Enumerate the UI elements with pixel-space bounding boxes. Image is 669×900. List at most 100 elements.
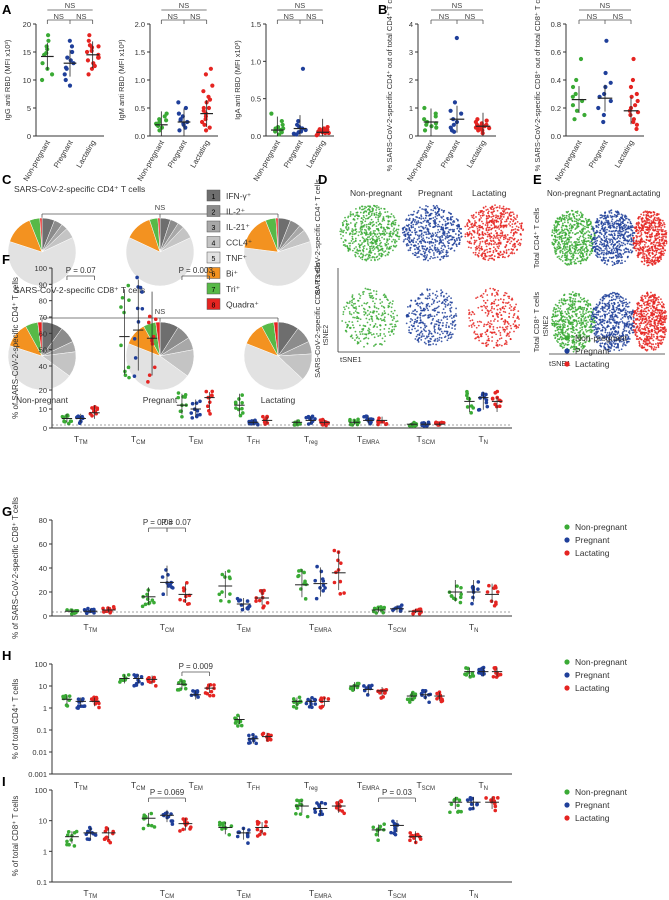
d-tsne-point [375, 293, 378, 296]
d-tsne-point [431, 244, 434, 247]
e-tsne-point [614, 251, 617, 254]
d-tsne-point [423, 309, 426, 312]
e-tsne-point [584, 232, 587, 235]
d-tsne-point [388, 232, 391, 235]
d-tsne-point [489, 287, 492, 290]
e-tsne-point [655, 253, 658, 256]
d-tsne-point [496, 320, 499, 322]
d-tsne-point [430, 321, 433, 324]
e-tsne-point [635, 239, 638, 242]
d-tsne-point [451, 238, 453, 241]
d-tsne-point [450, 322, 452, 325]
d-tsne-point [486, 242, 489, 245]
d-tsne-point [432, 226, 434, 229]
d-tsne-point [419, 331, 422, 334]
d-tsne-point [386, 239, 389, 242]
d-tsne-point [485, 245, 488, 248]
e-tsne-point [560, 220, 563, 223]
d-tsne-point [450, 247, 453, 250]
d-tsne-point [518, 222, 521, 225]
d-tsne-point [411, 220, 414, 223]
d-tsne-point [475, 221, 478, 224]
e-tsne-point [576, 309, 578, 311]
a2-point [164, 111, 169, 116]
d-tsne-point [362, 307, 365, 310]
d-tsne-point [377, 206, 380, 209]
d-tsne-point [432, 302, 435, 304]
d-tsne-point [473, 231, 476, 234]
e-tsne-point [613, 213, 616, 216]
d-tsne-point [520, 227, 523, 229]
d-tsne-point [345, 330, 348, 333]
e-tsne-point [647, 211, 650, 214]
e-tsne-point [562, 237, 565, 240]
d-tsne-point [498, 245, 501, 247]
d-tsne-point [499, 326, 501, 329]
d-tsne-point [388, 235, 391, 238]
d-tsne-point [345, 231, 348, 234]
d-tsne-point [341, 320, 344, 322]
d-tsne-point [471, 310, 474, 313]
d-tsne-point [372, 209, 374, 212]
d-tsne-point [473, 224, 476, 227]
d-tsne-point [414, 327, 416, 330]
e-tsne-point [613, 215, 615, 218]
e-tsne-point [609, 226, 611, 229]
d-tsne-point [512, 323, 515, 326]
d-tsne-point [477, 306, 480, 309]
d-tsne-point [481, 240, 484, 243]
d-tsne-point [411, 312, 413, 315]
e-tsne-point [642, 248, 644, 251]
a2-point [181, 121, 186, 126]
d-tsne-point [395, 229, 397, 232]
d-tsne-point [384, 312, 387, 315]
e-tsne-point [554, 310, 557, 313]
d-tsne-point [483, 323, 486, 326]
e-tsne-point [635, 230, 638, 233]
d-tsne-point [443, 302, 446, 305]
d-tsne-point [505, 218, 508, 221]
d-tsne-point [428, 332, 431, 335]
d-tsne-point [510, 298, 513, 301]
e-tsne-point [640, 237, 643, 240]
e-tsne-point [574, 242, 577, 245]
d-tsne-point [407, 236, 410, 239]
d-tsne-point [391, 328, 393, 331]
d-tsne-point [353, 224, 356, 227]
d-tsne-point [377, 229, 380, 232]
d-tsne-point [366, 238, 369, 241]
e-tsne-point [582, 233, 585, 236]
b1-point [484, 118, 489, 123]
d-tsne-point [520, 225, 522, 227]
e-tsne-point [648, 247, 651, 250]
d-tsne-point [378, 257, 381, 260]
e-tsne-point [581, 214, 584, 216]
e-tsne-point [646, 232, 648, 235]
e-tsne-point [622, 218, 625, 221]
e-tsne-point [608, 210, 611, 213]
e-tsne-point [654, 262, 657, 265]
d-tsne-point [508, 223, 510, 225]
d-tsne-point [499, 217, 501, 220]
e-tsne-point [560, 298, 563, 300]
d-tsne-point [510, 327, 513, 330]
e-tsne-point [555, 308, 558, 310]
d-tsne-point [493, 226, 496, 229]
d-tsne-point [361, 232, 364, 235]
e-tsne-point [630, 222, 633, 225]
e-tsne-point [585, 259, 588, 262]
d-tsne-point [464, 235, 467, 238]
e-tsne-point [586, 299, 589, 302]
a1-point [96, 55, 101, 60]
d-tsne-point [447, 242, 450, 245]
e-tsne-point [553, 232, 555, 235]
b1-point [476, 128, 481, 133]
e-tsne-point [609, 214, 612, 217]
d-tsne-point [410, 243, 413, 246]
e-tsne-point [598, 219, 601, 222]
d-tsne-point [396, 314, 399, 317]
d-tsne-point [495, 235, 498, 237]
d-tsne-point [422, 220, 425, 223]
d-tsne-point [517, 229, 520, 232]
e-tsne-point [655, 238, 657, 241]
